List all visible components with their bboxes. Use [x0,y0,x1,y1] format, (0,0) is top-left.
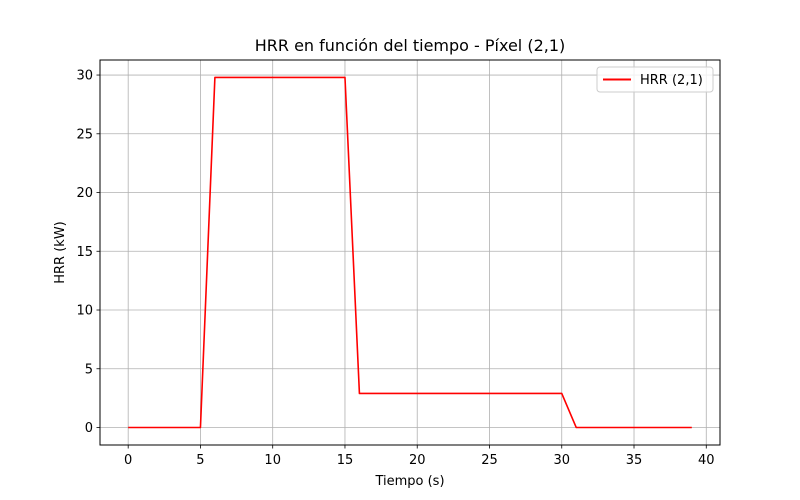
x-tick-label: 35 [626,453,643,468]
x-tick-label: 40 [698,453,715,468]
legend: HRR (2,1) [596,66,714,93]
series-line-hrr [128,76,692,429]
series-layer [128,76,692,429]
y-tick-label: 15 [76,245,93,260]
chart-title: HRR en función del tiempo - Píxel (2,1) [255,36,566,55]
x-tick-label: 20 [409,453,426,468]
y-tick-label: 10 [76,304,93,319]
x-tick-label: 15 [337,453,354,468]
x-axis-label: Tiempo (s) [374,474,444,489]
y-tick-label: 0 [85,421,93,436]
x-tick-label: 25 [481,453,498,468]
legend-box [596,66,714,93]
y-tick-label: 30 [76,69,93,84]
x-tick-label: 10 [264,453,281,468]
y-tick-label: 20 [76,186,93,201]
x-tick-label: 5 [196,453,204,468]
plot-frame [99,59,721,446]
legend-label: HRR (2,1) [640,73,703,88]
y-axis-label: HRR (kW) [53,221,68,284]
ticks: 0 5 10 15 20 25 30 35 40 0 5 10 15 20 25 30 [76,69,714,468]
x-tick-label: 0 [124,453,132,468]
y-tick-label: 5 [85,362,93,377]
y-tick-label: 25 [76,127,93,142]
x-tick-label: 30 [553,453,570,468]
